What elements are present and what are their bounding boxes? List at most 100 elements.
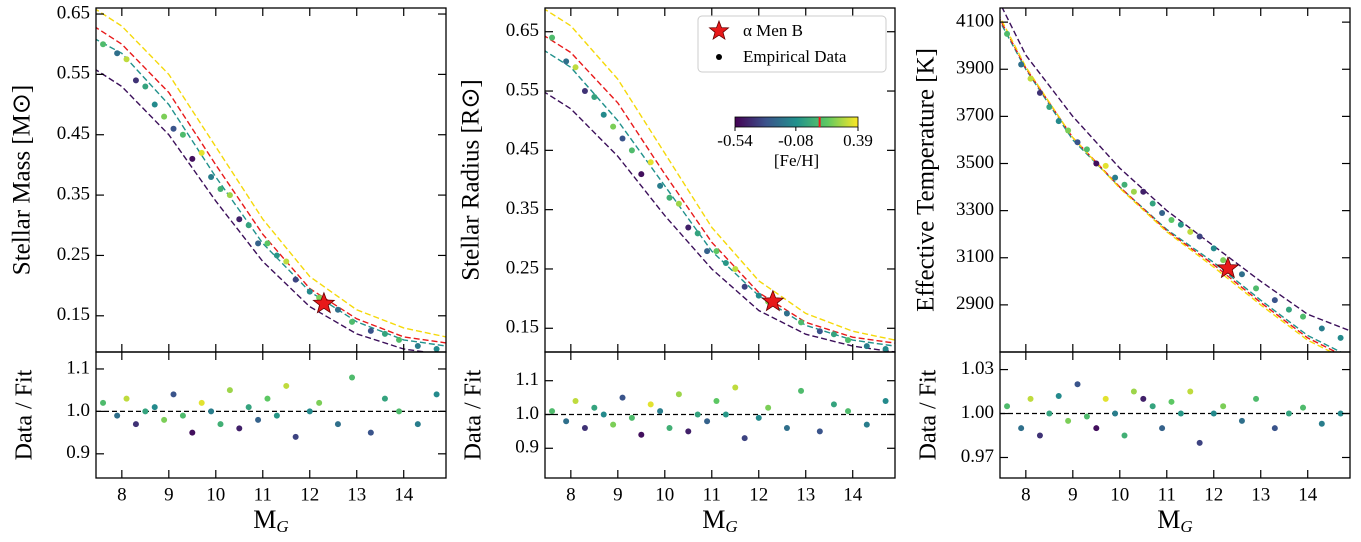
model-curve bbox=[1000, 17, 1338, 352]
data-point bbox=[367, 429, 374, 436]
data-point bbox=[189, 155, 196, 162]
data-point bbox=[367, 327, 374, 334]
data-point bbox=[170, 391, 177, 398]
plot-area bbox=[96, 8, 446, 352]
y-tick-label: 0.15 bbox=[506, 317, 539, 338]
colorbar-tick-label: -0.08 bbox=[778, 131, 813, 150]
data-point bbox=[675, 200, 682, 207]
x-label-main: M bbox=[1157, 505, 1180, 534]
data-point bbox=[1159, 425, 1166, 432]
data-point bbox=[563, 58, 570, 65]
data-point bbox=[255, 240, 262, 247]
x-tick-label: 9 bbox=[1068, 484, 1078, 505]
data-point bbox=[1121, 181, 1128, 188]
data-point bbox=[1140, 188, 1147, 195]
model-curve bbox=[545, 50, 895, 347]
data-point bbox=[306, 288, 313, 295]
model-curve bbox=[96, 69, 430, 352]
data-point bbox=[414, 421, 421, 428]
x-tick-label: 10 bbox=[206, 484, 225, 505]
data-point bbox=[572, 64, 579, 71]
data-point bbox=[292, 433, 299, 440]
data-point bbox=[1140, 395, 1147, 402]
data-point bbox=[396, 408, 403, 415]
data-point bbox=[1168, 217, 1175, 224]
data-point bbox=[179, 412, 186, 419]
data-point bbox=[1220, 257, 1227, 264]
data-point bbox=[845, 337, 852, 344]
y-axis-label: Data / Fit bbox=[12, 369, 38, 460]
x-axis-label: MG bbox=[702, 505, 737, 536]
data-point bbox=[666, 194, 673, 201]
data-point bbox=[1318, 325, 1325, 332]
data-point bbox=[704, 248, 711, 255]
data-point bbox=[741, 283, 748, 290]
data-point bbox=[722, 260, 729, 267]
data-point bbox=[1112, 410, 1119, 417]
y-axis-label: Effective Temperature [K] bbox=[913, 48, 940, 312]
model-curve bbox=[1001, 8, 1350, 332]
data-point bbox=[581, 425, 588, 432]
model-curve bbox=[96, 8, 446, 338]
y-tick-label: 0.65 bbox=[57, 2, 90, 23]
data-point bbox=[381, 330, 388, 337]
x-tick-label: 13 bbox=[347, 484, 366, 505]
data-point bbox=[1177, 410, 1184, 417]
colorbar-fill bbox=[734, 116, 859, 128]
legend-label: α Men B bbox=[743, 21, 803, 40]
x-label-sub: G bbox=[725, 517, 737, 536]
data-point bbox=[882, 397, 889, 404]
data-point bbox=[349, 318, 356, 325]
data-point bbox=[1083, 413, 1090, 420]
data-point bbox=[666, 425, 673, 432]
y-tick-label: 0.35 bbox=[506, 198, 539, 219]
x-tick-label: 10 bbox=[655, 484, 674, 505]
model-curve bbox=[1000, 20, 1343, 352]
data-point bbox=[1159, 209, 1166, 216]
x-tick-label: 8 bbox=[1021, 484, 1031, 505]
highlight-star bbox=[761, 289, 785, 312]
data-point bbox=[1130, 188, 1137, 195]
data-point bbox=[161, 113, 168, 120]
panel: 0.97 1.00 1.03 8 9 10 11 12 13 14 Data / Fit MG bbox=[916, 351, 1351, 536]
data-point bbox=[349, 374, 356, 381]
data-point bbox=[1121, 432, 1128, 439]
data-point bbox=[1300, 313, 1307, 320]
data-point bbox=[1083, 146, 1090, 153]
data-point bbox=[179, 131, 186, 138]
x-tick-label: 13 bbox=[1251, 484, 1270, 505]
data-point bbox=[1074, 139, 1081, 146]
data-point bbox=[694, 411, 701, 418]
data-point bbox=[1337, 334, 1344, 341]
data-point bbox=[732, 265, 739, 272]
data-point bbox=[628, 147, 635, 154]
panel: 2900 3100 3300 3500 3700 3900 4100 Effective Te… bbox=[913, 7, 1351, 353]
data-point bbox=[198, 149, 205, 156]
data-point bbox=[245, 404, 252, 411]
data-point bbox=[1149, 200, 1156, 207]
y-tick-label: 1.1 bbox=[66, 357, 90, 378]
data-point bbox=[1004, 30, 1011, 37]
data-point bbox=[685, 224, 692, 231]
y-tick-label: 1.03 bbox=[961, 358, 994, 379]
data-point bbox=[1300, 404, 1307, 411]
data-point bbox=[1018, 61, 1025, 68]
panel: 0.15 0.25 0.35 0.45 0.55 0.65 Stellar Radius [… bbox=[458, 7, 896, 353]
model-curve bbox=[545, 8, 895, 341]
data-point bbox=[647, 159, 654, 166]
data-point bbox=[1046, 410, 1053, 417]
data-point bbox=[208, 173, 215, 180]
axes-frame bbox=[544, 351, 896, 479]
data-point bbox=[334, 306, 341, 313]
model-curve bbox=[545, 91, 895, 352]
data-point bbox=[273, 252, 280, 259]
data-point bbox=[255, 416, 262, 423]
data-point bbox=[264, 395, 271, 402]
data-point bbox=[610, 123, 617, 130]
data-point bbox=[1196, 439, 1203, 446]
data-point bbox=[657, 408, 664, 415]
data-point bbox=[1177, 221, 1184, 228]
model-curve bbox=[96, 26, 446, 344]
x-label-main: M bbox=[253, 505, 276, 534]
data-point bbox=[713, 397, 720, 404]
